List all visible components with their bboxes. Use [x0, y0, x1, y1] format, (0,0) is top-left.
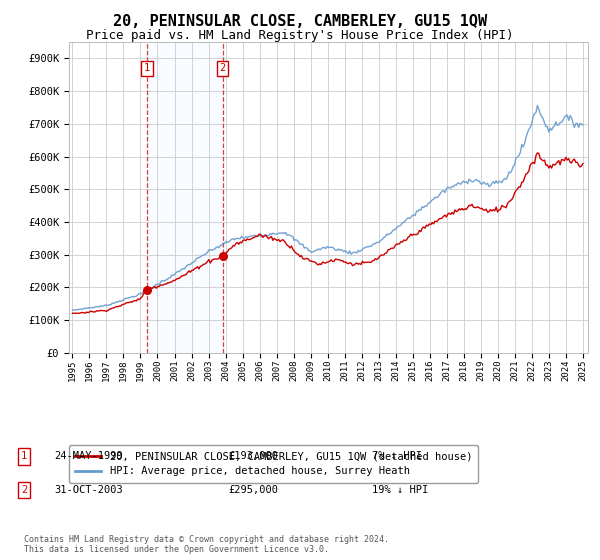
Text: 20, PENINSULAR CLOSE, CAMBERLEY, GU15 1QW: 20, PENINSULAR CLOSE, CAMBERLEY, GU15 1Q…: [113, 14, 487, 29]
Text: 1: 1: [21, 451, 27, 461]
Text: £193,000: £193,000: [228, 451, 278, 461]
Bar: [147, 42, 223, 353]
Text: 31-OCT-2003: 31-OCT-2003: [54, 485, 123, 495]
Text: Price paid vs. HM Land Registry's House Price Index (HPI): Price paid vs. HM Land Registry's House …: [86, 29, 514, 42]
Text: 2: 2: [220, 63, 226, 73]
Text: 19% ↓ HPI: 19% ↓ HPI: [372, 485, 428, 495]
Text: Contains HM Land Registry data © Crown copyright and database right 2024.
This d: Contains HM Land Registry data © Crown c…: [24, 535, 389, 554]
Text: £295,000: £295,000: [228, 485, 278, 495]
Text: 24-MAY-1999: 24-MAY-1999: [54, 451, 123, 461]
Text: 2: 2: [21, 485, 27, 495]
Text: 7% ↓ HPI: 7% ↓ HPI: [372, 451, 422, 461]
Legend: 20, PENINSULAR CLOSE, CAMBERLEY, GU15 1QW (detached house), HPI: Average price, : 20, PENINSULAR CLOSE, CAMBERLEY, GU15 1Q…: [69, 445, 478, 483]
Text: 1: 1: [144, 63, 150, 73]
